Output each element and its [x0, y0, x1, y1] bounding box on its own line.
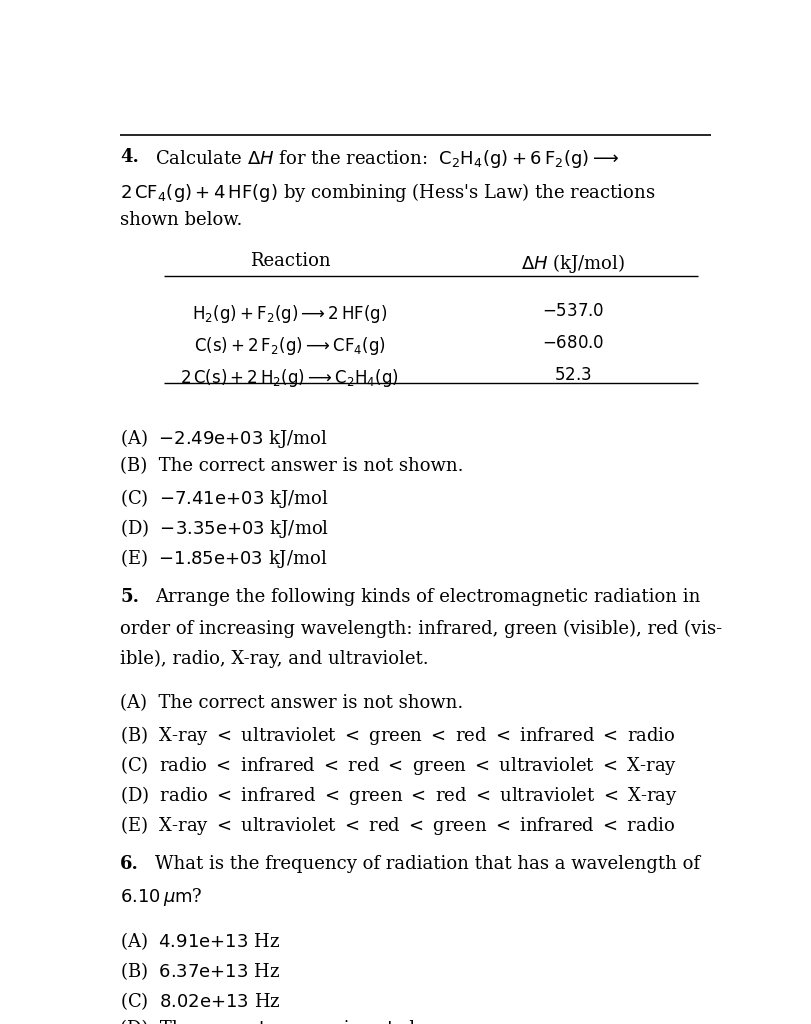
- Text: $\mathrm{2\,CF_4(g) + 4\,HF(g)}$ by combining (Hess's Law) the reactions: $\mathrm{2\,CF_4(g) + 4\,HF(g)}$ by comb…: [120, 181, 655, 204]
- Text: (A)  The correct answer is not shown.: (A) The correct answer is not shown.: [120, 693, 463, 712]
- Text: (D)  The correct answer is not shown.: (D) The correct answer is not shown.: [120, 1020, 465, 1024]
- Text: (B)  $6.37\mathrm{e{+}13}$ Hz: (B) $6.37\mathrm{e{+}13}$ Hz: [120, 961, 281, 982]
- Text: (D)  $-3.35\mathrm{e{+}03}$ kJ/mol: (D) $-3.35\mathrm{e{+}03}$ kJ/mol: [120, 517, 329, 540]
- Text: (E)  $-1.85\mathrm{e{+}03}$ kJ/mol: (E) $-1.85\mathrm{e{+}03}$ kJ/mol: [120, 547, 328, 570]
- Text: $6.10\,\mu\mathrm{m}$?: $6.10\,\mu\mathrm{m}$?: [120, 886, 203, 908]
- Text: 6.: 6.: [120, 855, 139, 872]
- Text: $-680.0$: $-680.0$: [542, 335, 604, 352]
- Text: order of increasing wavelength: infrared, green (visible), red (vis-: order of increasing wavelength: infrared…: [120, 620, 723, 638]
- Text: (E)  X-ray $<$ ultraviolet $<$ red $<$ green $<$ infrared $<$ radio: (E) X-ray $<$ ultraviolet $<$ red $<$ gr…: [120, 814, 676, 837]
- Text: $-537.0$: $-537.0$: [542, 303, 604, 321]
- Text: (B)  The correct answer is not shown.: (B) The correct answer is not shown.: [120, 457, 464, 475]
- Text: 4.: 4.: [120, 148, 139, 166]
- Text: (D)  radio $<$ infrared $<$ green $<$ red $<$ ultraviolet $<$ X-ray: (D) radio $<$ infrared $<$ green $<$ red…: [120, 783, 678, 807]
- Text: $\mathrm{C(s) + 2\,F_2(g) \longrightarrow CF_4(g)}$: $\mathrm{C(s) + 2\,F_2(g) \longrightarro…: [194, 335, 386, 357]
- Text: $\mathrm{H_2(g) + F_2(g) \longrightarrow 2\,HF(g)}$: $\mathrm{H_2(g) + F_2(g) \longrightarrow…: [192, 303, 388, 326]
- Text: (B)  X-ray $<$ ultraviolet $<$ green $<$ red $<$ infrared $<$ radio: (B) X-ray $<$ ultraviolet $<$ green $<$ …: [120, 724, 676, 746]
- Text: $\Delta H$ (kJ/mol): $\Delta H$ (kJ/mol): [521, 252, 624, 275]
- Text: (C)  $8.02\mathrm{e{+}13}$ Hz: (C) $8.02\mathrm{e{+}13}$ Hz: [120, 990, 281, 1012]
- Text: $\mathrm{2\,C(s) + 2\,H_2(g) \longrightarrow C_2H_4(g)}$: $\mathrm{2\,C(s) + 2\,H_2(g) \longrighta…: [180, 367, 400, 388]
- Text: What is the frequency of radiation that has a wavelength of: What is the frequency of radiation that …: [155, 855, 700, 872]
- Text: (A)  $-2.49\mathrm{e{+}03}$ kJ/mol: (A) $-2.49\mathrm{e{+}03}$ kJ/mol: [120, 427, 328, 451]
- Text: shown below.: shown below.: [120, 211, 242, 229]
- Text: Reaction: Reaction: [250, 252, 330, 270]
- Text: (C)  radio $<$ infrared $<$ red $<$ green $<$ ultraviolet $<$ X-ray: (C) radio $<$ infrared $<$ red $<$ green…: [120, 754, 677, 776]
- Text: (A)  $4.91\mathrm{e{+}13}$ Hz: (A) $4.91\mathrm{e{+}13}$ Hz: [120, 930, 280, 952]
- Text: 5.: 5.: [120, 588, 139, 606]
- Text: (C)  $-7.41\mathrm{e{+}03}$ kJ/mol: (C) $-7.41\mathrm{e{+}03}$ kJ/mol: [120, 487, 328, 510]
- Text: Arrange the following kinds of electromagnetic radiation in: Arrange the following kinds of electroma…: [155, 588, 700, 606]
- Text: $52.3$: $52.3$: [554, 367, 591, 384]
- Text: ible), radio, X-ray, and ultraviolet.: ible), radio, X-ray, and ultraviolet.: [120, 649, 429, 668]
- Text: Calculate $\Delta H$ for the reaction:  $\mathrm{C_2H_4(g) + 6\,F_2(g) \longrigh: Calculate $\Delta H$ for the reaction: $…: [155, 148, 619, 170]
